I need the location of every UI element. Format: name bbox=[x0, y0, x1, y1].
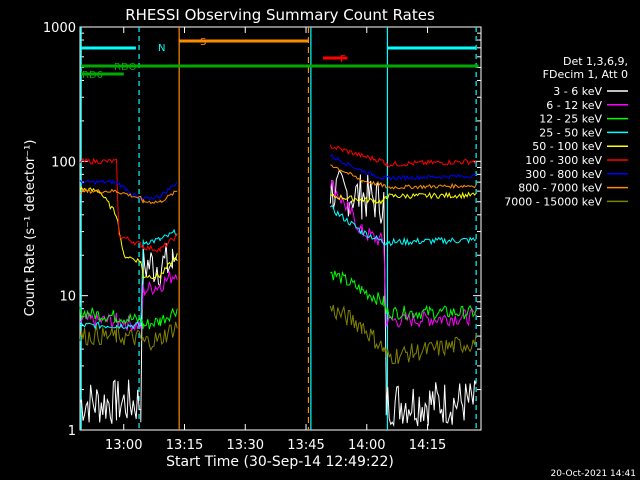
y-tick-label: 10 bbox=[59, 290, 76, 305]
x-tick-label: 13:15 bbox=[166, 438, 203, 453]
flag-label-s: S bbox=[200, 37, 206, 48]
series-25-50-kev bbox=[79, 228, 178, 331]
legend-label: 25 - 50 keV bbox=[539, 126, 602, 139]
legend-header: FDecim 1, Att 0 bbox=[543, 68, 628, 81]
legend-label: 7000 - 15000 keV bbox=[504, 195, 602, 208]
flag-label-rd6: RD6 bbox=[82, 70, 103, 81]
x-tick-label: 13:45 bbox=[287, 438, 324, 453]
legend-header: Det 1,3,6,9, bbox=[563, 55, 628, 68]
x-tick-label: 14:15 bbox=[409, 438, 446, 453]
chart-title: RHESSI Observing Summary Count Rates bbox=[125, 6, 435, 24]
legend-label: 300 - 800 keV bbox=[525, 168, 602, 181]
series-6-12-kev bbox=[79, 271, 178, 332]
series-800-7000-kev bbox=[79, 188, 178, 205]
y-tick-label: 100 bbox=[51, 155, 76, 170]
flag-label-n: N bbox=[158, 43, 165, 54]
x-axis-label: Start Time (30-Sep-14 12:49:22) bbox=[166, 454, 394, 470]
y-axis-label: Count Rate (s⁻¹ detector⁻¹) bbox=[23, 140, 38, 317]
time-markers: N S F RDO RD6 bbox=[80, 27, 479, 430]
series-6-12-kev bbox=[329, 180, 477, 328]
x-tick-label: 14:00 bbox=[348, 438, 385, 453]
legend-label: 800 - 7000 keV bbox=[518, 182, 602, 195]
series-800-7000-kev bbox=[330, 164, 477, 190]
x-tick-label: 13:00 bbox=[105, 438, 142, 453]
legend-label: 3 - 6 keV bbox=[553, 85, 602, 98]
y-tick-label: 1 bbox=[68, 424, 76, 439]
plot-area bbox=[79, 26, 482, 431]
series-100-300-kev bbox=[79, 157, 178, 253]
series-50-100-kev bbox=[79, 186, 178, 280]
series-3-6-kev bbox=[329, 169, 477, 427]
series-50-100-kev bbox=[330, 191, 477, 205]
series-300-800-kev bbox=[79, 179, 178, 201]
series-12-25-kev bbox=[79, 306, 178, 330]
footer-timestamp: 20-Oct-2021 14:41 bbox=[551, 469, 636, 479]
axes: 13:00 13:15 13:30 13:45 14:00 14:15 1 10 100 1000 bbox=[43, 21, 481, 453]
y-tick-label: 1000 bbox=[43, 21, 76, 36]
x-tick-label: 13:30 bbox=[227, 438, 264, 453]
series-100-300-kev bbox=[329, 144, 477, 168]
legend-label: 50 - 100 keV bbox=[532, 140, 602, 153]
flag-label-rdo: RDO bbox=[114, 62, 137, 73]
series-300-800-kev bbox=[329, 153, 477, 181]
series-lines bbox=[79, 144, 477, 427]
legend-label: 6 - 12 keV bbox=[546, 99, 602, 112]
series-7000-15000-kev bbox=[79, 321, 178, 352]
series-25-50-kev bbox=[329, 205, 477, 247]
legend-label: 12 - 25 keV bbox=[539, 113, 602, 126]
legend-label: 100 - 300 keV bbox=[525, 154, 602, 167]
series-12-25-kev bbox=[330, 270, 477, 321]
series-7000-15000-kev bbox=[329, 304, 477, 365]
flag-label-f: F bbox=[340, 54, 346, 65]
